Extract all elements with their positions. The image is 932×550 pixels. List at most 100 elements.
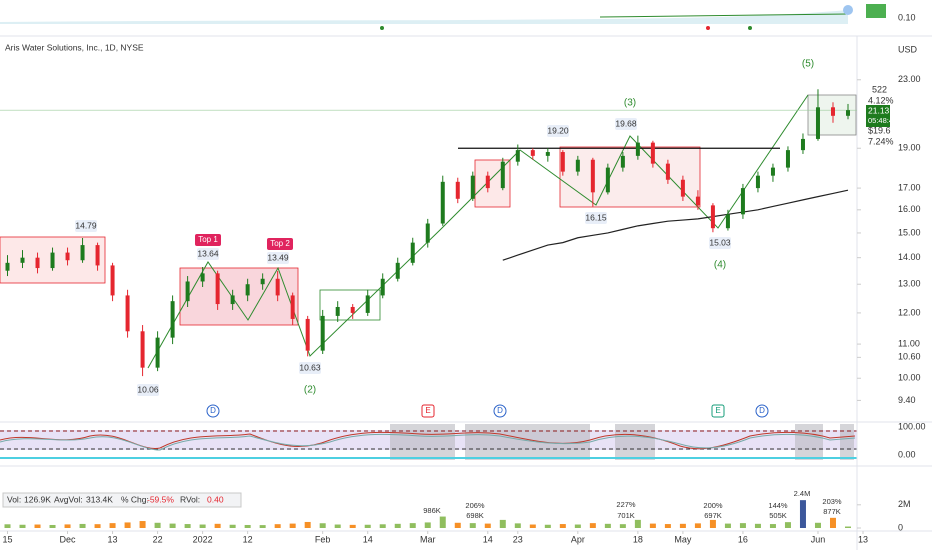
candle-body: [20, 257, 25, 263]
candle-body: [695, 196, 700, 206]
moving-average: [502, 189, 849, 261]
volume-bar: [139, 521, 146, 528]
y-tick-label: 14.00: [898, 252, 921, 262]
volume-bar: [799, 500, 806, 528]
volume-bar: [79, 523, 86, 528]
last-price-tag: [866, 105, 890, 127]
volume-bar: [364, 524, 371, 528]
stop-pct: 7.24%: [868, 136, 894, 146]
candle-body: [65, 252, 70, 261]
y-tick-label: 10.60: [898, 352, 921, 362]
volume-bar: [499, 519, 506, 528]
candle-body: [545, 152, 550, 156]
osc-shade: [465, 424, 590, 460]
chart-title: Aris Water Solutions, Inc., 1D, NYSE: [5, 42, 144, 52]
volume-bar: [439, 516, 446, 528]
candle-body: [35, 257, 40, 269]
osc-tick: 100.00: [898, 421, 926, 431]
y-tick-label: 19.00: [898, 143, 921, 153]
candle-body: [800, 138, 805, 151]
volume-label: 200%: [703, 501, 723, 510]
x-tick-label: Feb: [315, 534, 331, 544]
candle-body: [680, 179, 685, 197]
candle-body: [275, 278, 280, 296]
top-marker: [380, 26, 384, 30]
volume-bar: [154, 522, 161, 528]
x-tick-label: 15: [2, 534, 12, 544]
candle-body: [500, 161, 505, 189]
volume-label: 877K: [823, 507, 841, 516]
candle-body: [560, 152, 565, 172]
event-label: D: [210, 406, 216, 415]
volume-bar: [574, 524, 581, 528]
volume-label: 206%: [465, 501, 485, 510]
volume-bar: [94, 524, 101, 528]
price-label: 13.49: [267, 252, 289, 262]
candle-body: [50, 252, 55, 269]
candle-body: [815, 107, 820, 139]
volume-bar: [394, 523, 401, 528]
top-pane-dot: [843, 5, 853, 15]
volume-label: 203%: [822, 497, 842, 506]
x-tick-label: Dec: [60, 534, 77, 544]
candle-body: [515, 150, 520, 162]
wave-label: (5): [802, 59, 814, 70]
top-marker: [706, 26, 710, 30]
volume-bar: [424, 522, 431, 528]
target-pct: 4.12%: [868, 95, 894, 105]
volume-bar: [244, 524, 251, 528]
price-label: 15.03: [709, 237, 731, 247]
volume-bar: [259, 525, 266, 528]
pattern-box: [559, 146, 701, 208]
candle-body: [215, 273, 220, 305]
target-label: 522: [872, 84, 887, 94]
candle-body: [410, 242, 415, 263]
candle-body: [380, 278, 385, 296]
candle-body: [725, 214, 730, 229]
candle-body: [305, 318, 310, 351]
volume-bar: [49, 524, 56, 528]
candle-body: [200, 273, 205, 282]
x-tick-label: May: [674, 534, 692, 544]
wave-label: (2): [304, 385, 316, 396]
price-label: 19.68: [615, 118, 637, 128]
candle-body: [365, 295, 370, 313]
y-tick-label: 23.00: [898, 74, 921, 84]
volume-bar: [334, 524, 341, 528]
candle-body: [320, 315, 325, 351]
candle-body: [290, 295, 295, 319]
candle-body: [605, 167, 610, 193]
label-box: [547, 125, 569, 137]
candle-body: [335, 306, 340, 316]
candle-body: [620, 155, 625, 168]
volume-bar: [769, 524, 776, 528]
candle-body: [155, 337, 160, 368]
volume-bar: [604, 523, 611, 528]
event-label: E: [425, 406, 430, 415]
pattern-tag: [195, 234, 221, 246]
volume-bar: [829, 517, 836, 528]
candle-body: [650, 142, 655, 164]
candle-body: [770, 167, 775, 176]
price-label: 14.79: [75, 220, 97, 230]
x-tick-label: 12: [243, 534, 253, 544]
candle-body: [665, 163, 670, 180]
info-text: AvgVol:: [54, 494, 83, 504]
candle-body: [575, 159, 580, 172]
price-label: 10.63: [299, 362, 321, 372]
volume-bar: [724, 523, 731, 528]
volume-bar: [349, 524, 356, 528]
volume-bar: [844, 526, 851, 528]
candle-body: [395, 262, 400, 279]
volume-bar: [409, 523, 416, 528]
candle-body: [245, 284, 250, 296]
x-tick-label: 14: [483, 534, 493, 544]
volume-bar: [754, 523, 761, 528]
candle-body: [845, 110, 850, 116]
x-tick-label: Jun: [811, 534, 826, 544]
y-tick-label: 12.00: [898, 307, 921, 317]
label-box: [137, 384, 159, 396]
top-pane-line: [599, 13, 849, 18]
volume-label: 2.4M: [794, 489, 811, 498]
